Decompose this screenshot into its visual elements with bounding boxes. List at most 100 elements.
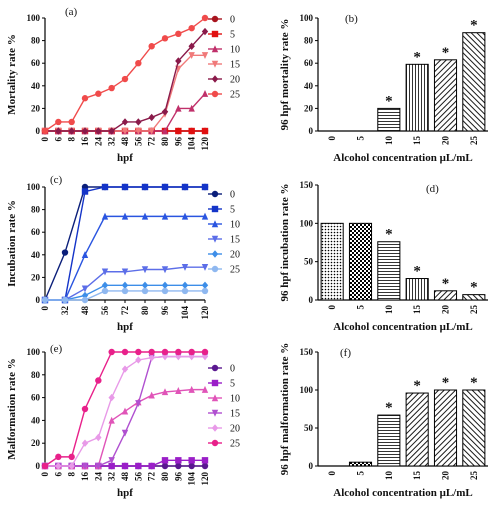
series-25-point — [81, 95, 89, 102]
legend-label-10: 10 — [230, 220, 240, 231]
y-tick-label: 60 — [31, 393, 41, 403]
legend-marker-25 — [211, 90, 219, 98]
bar-0 — [320, 222, 344, 301]
y-tick-label: 20 — [31, 272, 41, 282]
legend-label-20: 20 — [230, 424, 240, 435]
panel-tag: (d) — [426, 183, 439, 195]
series-15-point — [201, 52, 209, 59]
significance-star: * — [385, 400, 393, 416]
series-25-point — [41, 462, 49, 470]
series-10-point — [148, 391, 155, 399]
y-tick-label: 80 — [31, 36, 41, 46]
x-tick-label: 0 — [40, 137, 50, 142]
series-0-point — [201, 462, 209, 470]
panel-b-mortality-bar: (b) 0 20 40 60 80 100 96 hpf mortality rate % 0 5… — [279, 13, 488, 164]
x-tick-label: 56 — [133, 137, 143, 147]
series-20-point — [121, 365, 129, 373]
series-15-point — [108, 457, 115, 464]
bar-5 — [348, 222, 373, 301]
legend-label-5: 5 — [230, 205, 235, 216]
x-tick-label: 48 — [80, 306, 90, 316]
x-tick-label: 72 — [147, 137, 157, 147]
x-tick-label: 15 — [412, 471, 422, 481]
legend-marker-15 — [211, 409, 219, 417]
series-5-point — [201, 457, 209, 464]
series-25-point — [108, 348, 115, 356]
series-5-point — [121, 462, 129, 470]
series-15-point — [121, 127, 129, 135]
legend-label-20: 20 — [230, 75, 240, 86]
legend-label-25: 25 — [230, 439, 240, 450]
bar-25 — [462, 294, 486, 301]
series-10-point — [101, 212, 109, 220]
x-axis-title: hpf — [117, 487, 133, 499]
x-axis-title: Alcohol concentration μL/mL — [333, 152, 472, 164]
x-tick-label: 10 — [384, 471, 394, 481]
x-axis-title: Alcohol concentration μL/mL — [333, 321, 472, 333]
y-axis-title: 96 hpf mortality rate % — [279, 19, 291, 131]
series-5-point — [121, 183, 129, 191]
x-tick-label: 72 — [147, 472, 157, 482]
series-10-point — [161, 212, 169, 220]
legend-label-20: 20 — [230, 250, 240, 261]
series-20-point — [68, 127, 75, 135]
x-tick-label: 6 — [53, 472, 63, 477]
y-tick-label: 40 — [31, 415, 41, 425]
series-25-point — [61, 296, 69, 304]
series-25-point — [81, 296, 89, 304]
series-10-point — [108, 416, 115, 424]
panel-tag: (f) — [340, 347, 351, 359]
x-tick-label: 0 — [327, 136, 337, 141]
legend-marker-10 — [211, 45, 219, 53]
x-tick-label: 20 — [441, 136, 451, 146]
series-10-point — [121, 212, 129, 220]
x-axis-title: Alcohol concentration μL/mL — [333, 487, 472, 499]
legend-marker-15 — [211, 60, 219, 68]
y-tick-label: 100 — [27, 13, 41, 23]
legend-marker-0 — [211, 364, 219, 372]
series-25-point — [148, 348, 155, 356]
x-tick-label: 20 — [441, 471, 451, 481]
series-25-point — [175, 348, 182, 356]
series-25-point — [175, 30, 182, 38]
y-tick-label: 60 — [31, 58, 41, 68]
y-tick-label: 40 — [31, 81, 41, 91]
series-20-point — [101, 281, 109, 290]
x-tick-label: 20 — [441, 305, 451, 315]
series-20-point — [141, 281, 149, 290]
series-20-point — [201, 352, 209, 361]
significance-star: * — [470, 18, 478, 34]
series-20-point — [108, 393, 115, 402]
series-15-point — [101, 268, 109, 276]
x-tick-label: 0 — [40, 472, 50, 477]
series-25-point — [68, 453, 75, 461]
series-10-point — [175, 387, 182, 394]
legend-marker-5 — [211, 30, 219, 38]
series-10-point — [201, 385, 209, 393]
significance-star: * — [385, 93, 393, 109]
x-tick-label: 120 — [200, 472, 210, 486]
series-5-point — [175, 127, 182, 135]
series-25-point — [121, 75, 129, 83]
series-10-point — [121, 407, 129, 415]
series-25-point — [55, 453, 62, 461]
x-tick-label: 80 — [160, 137, 170, 147]
y-tick-label: 0 — [36, 295, 41, 305]
y-tick-label: 80 — [31, 370, 41, 380]
y-tick-label: 0 — [36, 126, 41, 136]
x-tick-label: 104 — [187, 472, 197, 486]
series-10-point — [161, 388, 169, 396]
legend-label-15: 15 — [230, 409, 240, 420]
x-tick-label: 96 — [173, 137, 183, 147]
series-25-point — [81, 405, 89, 413]
series-10-point — [188, 385, 195, 393]
series-25-point — [161, 348, 169, 356]
series-10-point — [175, 104, 182, 112]
series-15-point — [148, 127, 155, 135]
bar-10 — [377, 107, 401, 132]
series-15-point — [81, 285, 89, 293]
series-25-point — [148, 43, 155, 50]
series-25-point — [188, 348, 195, 356]
series-20-point — [148, 354, 155, 362]
